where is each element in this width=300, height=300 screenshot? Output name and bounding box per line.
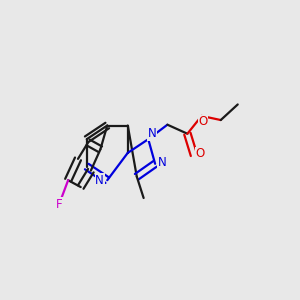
Text: O: O <box>195 147 205 160</box>
Text: O: O <box>198 116 208 128</box>
Text: F: F <box>56 197 63 211</box>
Text: N: N <box>95 174 104 187</box>
Text: N: N <box>158 156 167 169</box>
Text: N: N <box>148 127 156 140</box>
